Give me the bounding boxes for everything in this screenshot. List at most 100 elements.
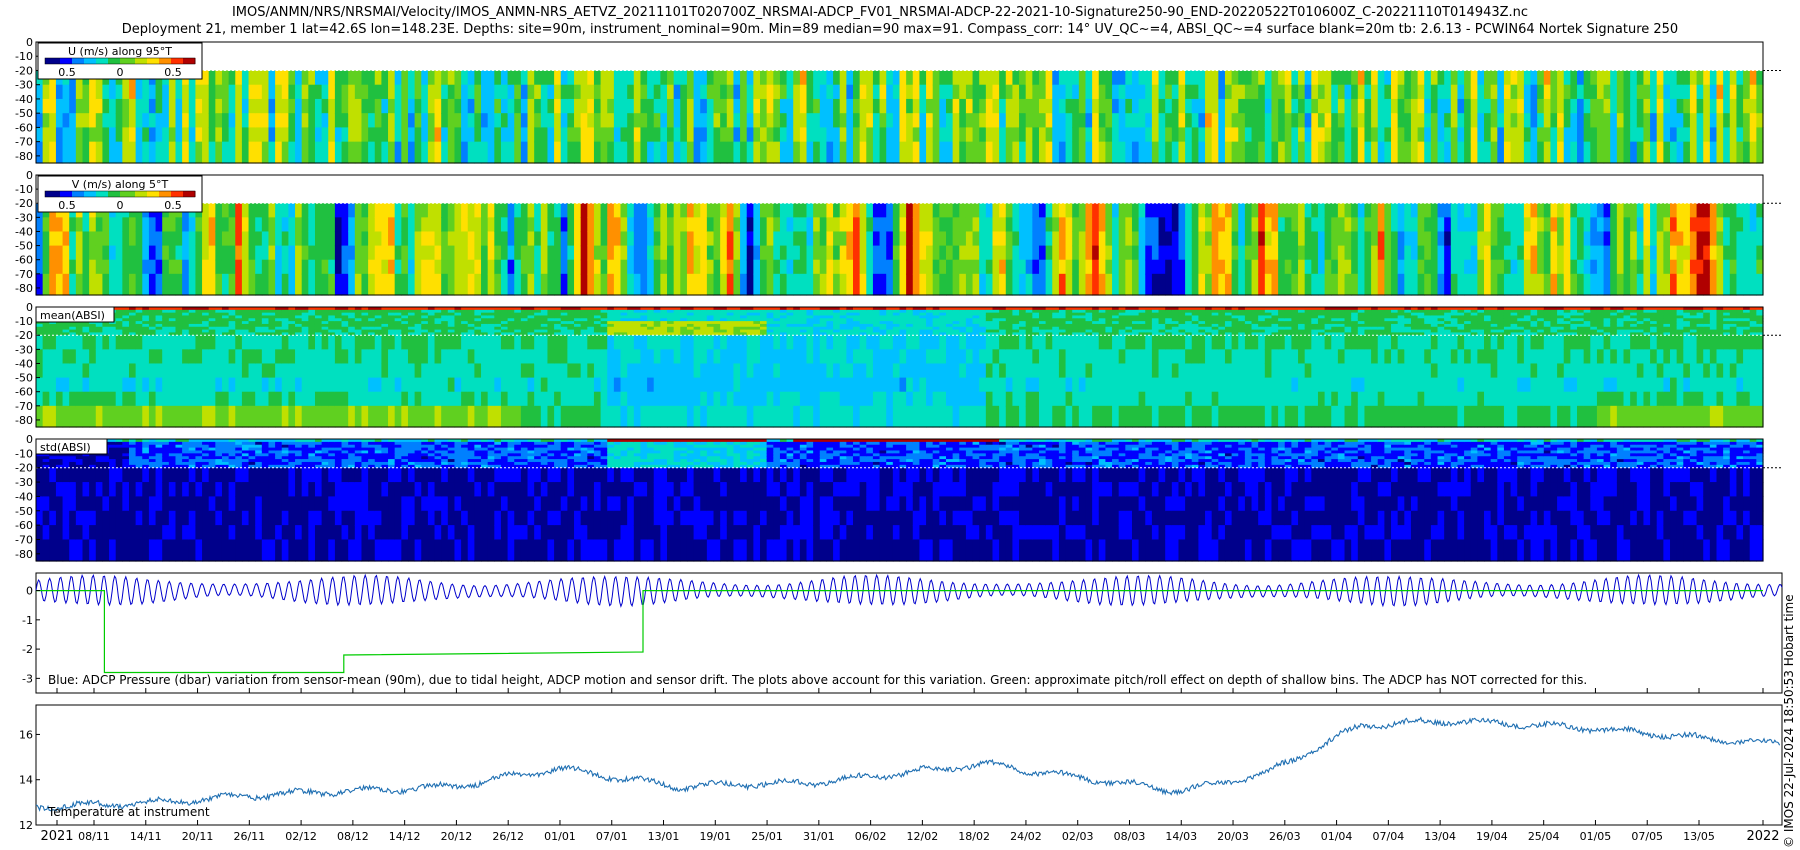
v-cell xyxy=(1537,245,1545,261)
v-cell xyxy=(62,259,70,275)
u-cell xyxy=(1038,127,1047,143)
mean_absi-cell xyxy=(474,405,482,428)
u-cell xyxy=(407,127,416,143)
u-cell xyxy=(1490,127,1498,143)
v-cell xyxy=(667,203,675,218)
v-cell xyxy=(281,231,290,247)
u-cell xyxy=(1603,113,1611,129)
u-cell xyxy=(388,113,396,129)
u-cell xyxy=(1337,98,1346,114)
mean_absi-cell xyxy=(162,332,170,336)
u-cell xyxy=(374,98,382,114)
u-cell xyxy=(593,113,602,129)
u-cell xyxy=(62,141,70,164)
v-cell xyxy=(999,217,1007,233)
mean_absi-cell xyxy=(221,315,230,319)
u-cell xyxy=(261,70,270,86)
u-cell xyxy=(1424,98,1432,114)
v-cell xyxy=(1244,259,1253,275)
u-cell xyxy=(1291,127,1299,143)
v-cell xyxy=(1357,245,1366,261)
v-cell xyxy=(1716,259,1724,275)
v-cell xyxy=(965,203,974,218)
mean_absi-cell xyxy=(567,377,575,393)
u-cell xyxy=(633,98,642,114)
mean_absi-cell xyxy=(593,309,602,314)
mean_absi-cell xyxy=(620,335,628,350)
v-cell xyxy=(1510,259,1518,275)
u-cell xyxy=(334,141,343,164)
u-cell xyxy=(109,141,117,164)
u-cell xyxy=(613,127,622,143)
u-cell xyxy=(1570,127,1578,143)
mean_absi-cell xyxy=(295,363,303,379)
v-cell xyxy=(1304,245,1312,261)
mean_absi-cell xyxy=(613,391,622,407)
mean_absi-cell xyxy=(467,332,475,336)
u-cell xyxy=(720,141,728,164)
v-cell xyxy=(454,273,462,296)
mean_absi-cell xyxy=(467,335,475,350)
v-cell xyxy=(926,245,934,261)
mean_absi-cell xyxy=(620,321,628,325)
mean_absi-cell xyxy=(686,312,695,317)
u-cell xyxy=(135,141,143,164)
u-cell xyxy=(1384,84,1392,100)
v-cell xyxy=(1371,273,1379,296)
v-cell xyxy=(799,273,808,296)
u-cell xyxy=(221,127,230,143)
u-cell xyxy=(766,127,774,143)
v-cell xyxy=(1696,245,1704,261)
mean_absi-cell xyxy=(188,329,197,334)
v-cell xyxy=(1596,203,1605,218)
mean_absi-cell xyxy=(248,349,256,365)
mean_absi-cell xyxy=(361,315,369,319)
u-cell xyxy=(1151,141,1160,164)
v-cell xyxy=(779,217,788,233)
mean_absi-cell xyxy=(427,309,436,314)
mean_absi-cell xyxy=(779,349,788,365)
u-cell xyxy=(1165,113,1173,129)
u-cell xyxy=(1025,141,1033,164)
mean_absi-cell xyxy=(640,318,648,322)
mean_absi-cell xyxy=(122,405,130,428)
mean_absi-cell xyxy=(82,329,90,334)
u-cell xyxy=(1537,70,1545,86)
mean_absi-cell xyxy=(182,405,190,428)
mean_absi-cell xyxy=(195,377,203,393)
u-cell xyxy=(1437,84,1445,100)
mean_absi-cell xyxy=(554,363,562,379)
mean_absi-cell xyxy=(434,312,442,317)
v-cell xyxy=(109,231,117,247)
u-cell xyxy=(574,84,582,100)
v-cell xyxy=(520,245,529,261)
u-cell xyxy=(1218,84,1226,100)
mean_absi-cell xyxy=(341,326,349,331)
mean_absi-cell xyxy=(487,335,495,350)
v-cell xyxy=(1158,273,1166,296)
u-cell xyxy=(148,141,157,164)
v-cell xyxy=(454,231,462,247)
mean_absi-cell xyxy=(653,363,661,379)
v-cell xyxy=(1683,217,1691,233)
mean_absi-cell xyxy=(534,335,542,350)
u-cell xyxy=(434,70,442,86)
mean_absi-cell xyxy=(155,315,163,319)
mean_absi-cell xyxy=(228,323,236,328)
u-cell xyxy=(587,84,595,100)
mean_absi-cell xyxy=(700,335,708,350)
v-cell xyxy=(122,273,130,296)
u-cell xyxy=(1271,84,1279,100)
u-cell xyxy=(766,84,774,100)
u-cell xyxy=(354,127,363,143)
mean_absi-cell xyxy=(295,323,303,328)
mean_absi-cell xyxy=(441,321,449,325)
u-cell xyxy=(673,127,681,143)
mean_absi-cell xyxy=(228,391,236,407)
u-cell xyxy=(892,98,901,114)
v-cell xyxy=(1643,245,1651,261)
mean_absi-cell xyxy=(613,332,622,336)
mean_absi-cell xyxy=(95,377,104,393)
mean_absi-cell xyxy=(348,326,356,331)
u-cell xyxy=(593,141,602,164)
